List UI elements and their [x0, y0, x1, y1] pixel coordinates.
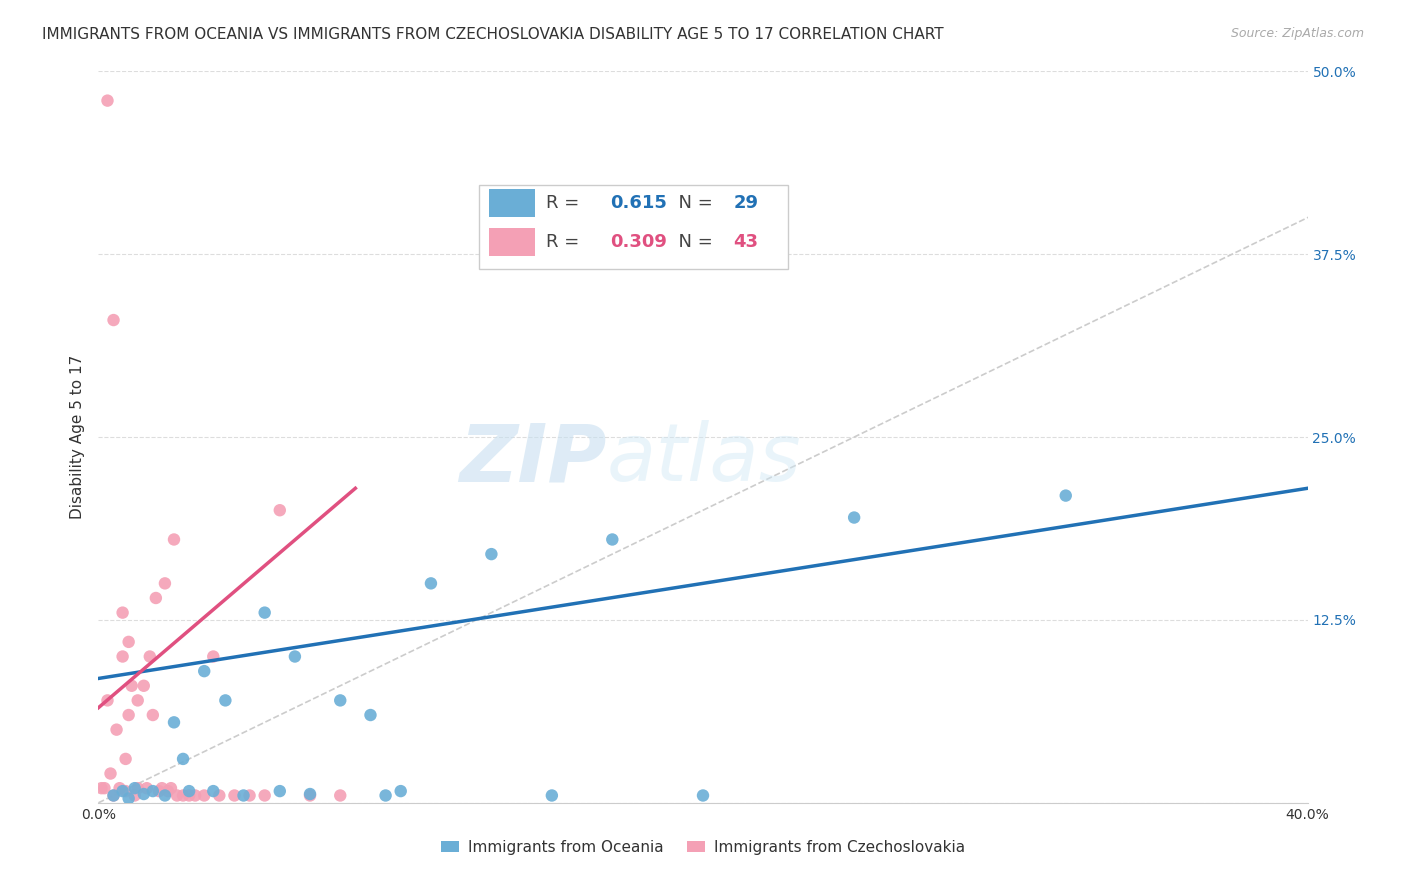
Point	[299, 789, 322, 803]
Text: N =: N =	[666, 233, 718, 251]
Point	[124, 789, 146, 803]
Point	[153, 789, 176, 803]
Point	[103, 789, 125, 803]
Text: R =: R =	[546, 194, 585, 212]
Point	[420, 576, 443, 591]
Text: N =: N =	[666, 194, 718, 212]
Point	[239, 789, 262, 803]
Point	[148, 784, 170, 798]
Point	[224, 789, 246, 803]
Point	[96, 693, 118, 707]
Point	[172, 752, 194, 766]
Point	[135, 781, 157, 796]
Point	[166, 789, 188, 803]
Point	[232, 789, 254, 803]
Point	[193, 789, 215, 803]
Point	[202, 784, 225, 798]
Text: 0.615: 0.615	[610, 194, 666, 212]
Point	[96, 94, 118, 108]
Text: 0.309: 0.309	[610, 233, 666, 251]
Point	[156, 784, 179, 798]
Point	[108, 781, 131, 796]
Point	[481, 547, 503, 561]
Point	[142, 784, 165, 798]
Point	[114, 752, 136, 766]
Point	[179, 789, 201, 803]
Point	[163, 533, 186, 547]
Point	[132, 787, 155, 801]
Point	[844, 510, 866, 524]
Point	[540, 789, 562, 803]
Point	[692, 789, 714, 803]
Point	[142, 708, 165, 723]
Point	[172, 789, 194, 803]
Text: Source: ZipAtlas.com: Source: ZipAtlas.com	[1230, 27, 1364, 40]
Point	[193, 664, 215, 678]
FancyBboxPatch shape	[479, 185, 787, 268]
Point	[93, 781, 115, 796]
Point	[100, 766, 122, 780]
Text: 43: 43	[734, 233, 758, 251]
Point	[202, 649, 225, 664]
Point	[602, 533, 624, 547]
Point	[103, 789, 125, 803]
Point	[118, 708, 141, 723]
Point	[103, 313, 125, 327]
Text: IMMIGRANTS FROM OCEANIA VS IMMIGRANTS FROM CZECHOSLOVAKIA DISABILITY AGE 5 TO 17: IMMIGRANTS FROM OCEANIA VS IMMIGRANTS FR…	[42, 27, 943, 42]
FancyBboxPatch shape	[489, 227, 534, 256]
Y-axis label: Disability Age 5 to 17: Disability Age 5 to 17	[69, 355, 84, 519]
Point	[374, 789, 396, 803]
Point	[127, 781, 149, 796]
Point	[139, 649, 162, 664]
Point	[269, 503, 291, 517]
Point	[1054, 489, 1077, 503]
Point	[132, 679, 155, 693]
Point	[124, 781, 146, 796]
Point	[284, 649, 307, 664]
Point	[269, 784, 291, 798]
Point	[360, 708, 382, 723]
Point	[105, 723, 128, 737]
Text: R =: R =	[546, 233, 585, 251]
Point	[150, 781, 173, 796]
Point	[253, 606, 276, 620]
Legend: Immigrants from Oceania, Immigrants from Czechoslovakia: Immigrants from Oceania, Immigrants from…	[434, 834, 972, 861]
Point	[153, 576, 176, 591]
Point	[179, 784, 201, 798]
Point	[214, 693, 236, 707]
Text: ZIP: ZIP	[458, 420, 606, 498]
Point	[160, 781, 183, 796]
Point	[253, 789, 276, 803]
Point	[118, 635, 141, 649]
Point	[329, 789, 352, 803]
Point	[184, 789, 207, 803]
FancyBboxPatch shape	[489, 189, 534, 217]
Point	[111, 784, 134, 798]
Point	[111, 606, 134, 620]
Point	[329, 693, 352, 707]
Point	[121, 679, 143, 693]
Point	[163, 715, 186, 730]
Text: 29: 29	[734, 194, 758, 212]
Point	[299, 787, 322, 801]
Point	[208, 789, 231, 803]
Point	[90, 781, 112, 796]
Point	[118, 791, 141, 805]
Text: atlas: atlas	[606, 420, 801, 498]
Point	[127, 693, 149, 707]
Point	[111, 649, 134, 664]
Point	[114, 784, 136, 798]
Point	[389, 784, 412, 798]
Point	[145, 591, 167, 605]
